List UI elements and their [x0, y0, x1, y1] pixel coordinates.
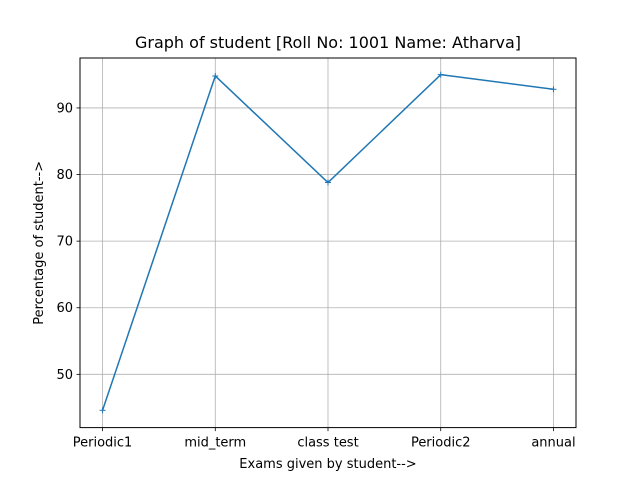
x-tick-label: Periodic2 — [411, 436, 471, 451]
y-axis-label: Percentage of student--> — [32, 161, 47, 325]
data-point-marker — [437, 71, 444, 78]
data-point-marker — [212, 72, 219, 79]
y-tick-label: 80 — [56, 168, 73, 183]
y-tick-label: 60 — [56, 301, 73, 316]
x-axis-label: Exams given by student--> — [239, 457, 416, 472]
x-tick-label: mid_term — [184, 436, 246, 451]
grid-lines — [80, 58, 576, 428]
y-tick-label: 70 — [56, 235, 73, 250]
x-tick-label: annual — [531, 436, 575, 451]
data-point-marker — [325, 179, 331, 186]
data-series — [99, 71, 557, 414]
data-point-marker — [550, 86, 557, 93]
y-tick-label: 50 — [56, 368, 73, 383]
axis-ticks: Periodic1 mid_term class test Periodic2 annu… — [56, 101, 575, 450]
x-tick-label: Periodic1 — [73, 436, 133, 451]
chart-title: Graph of student [Roll No: 1001 Name: At… — [135, 33, 521, 52]
x-tick-label: class test — [297, 436, 358, 451]
data-point-marker — [99, 407, 106, 414]
y-tick-label: 90 — [56, 101, 73, 116]
